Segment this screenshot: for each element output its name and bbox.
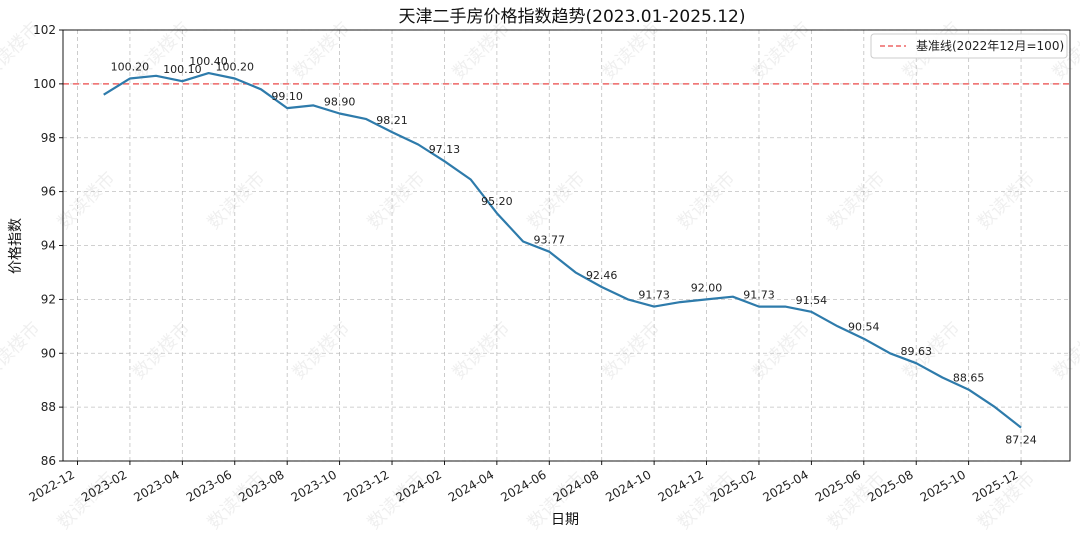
y-tick-label: 94	[41, 239, 56, 253]
x-axis-title: 日期	[551, 512, 579, 528]
y-tick-label: 90	[41, 346, 56, 360]
y-tick-label: 98	[41, 131, 56, 145]
data-label: 95.20	[481, 195, 513, 208]
data-label: 100.10	[163, 63, 202, 76]
data-label: 89.63	[900, 345, 932, 358]
data-label: 91.54	[796, 294, 828, 307]
data-label: 90.54	[848, 321, 880, 334]
legend-box	[870, 33, 1068, 59]
data-label: 92.46	[586, 269, 618, 282]
data-label: 87.24	[1005, 434, 1037, 447]
y-axis-title: 价格指数	[8, 218, 24, 274]
y-tick-label: 100	[33, 77, 56, 91]
legend-label-reference: 基准线(2022年12月=100)	[916, 39, 1064, 53]
y-tick-label: 86	[41, 454, 56, 468]
data-label: 98.90	[324, 96, 356, 109]
data-label: 91.73	[638, 289, 670, 302]
legend: 基准线(2022年12月=100)	[870, 33, 1068, 59]
grid-lines	[63, 29, 1070, 462]
data-label: 88.65	[953, 372, 985, 385]
series-line-price-index	[103, 71, 1022, 429]
data-label: 99.10	[271, 90, 303, 103]
y-tick-label: 102	[33, 23, 56, 37]
data-label: 92.00	[691, 281, 723, 294]
data-label: 91.73	[743, 289, 775, 302]
data-label: 97.13	[429, 143, 461, 156]
series-group	[103, 71, 1022, 429]
data-label: 100.20	[111, 60, 150, 73]
y-tick-label: 96	[41, 185, 56, 199]
data-label: 98.21	[376, 114, 408, 127]
chart-title: 天津二手房价格指数趋势(2023.01-2025.12)	[399, 7, 746, 27]
data-label: 100.40	[189, 55, 228, 68]
y-axis-ticks: 86 88 90 92 94 96 98 100 102	[33, 23, 63, 468]
data-label: 100.20	[216, 60, 255, 73]
data-label: 93.77	[534, 234, 566, 247]
y-tick-label: 88	[41, 400, 56, 414]
y-tick-label: 92	[41, 292, 56, 306]
